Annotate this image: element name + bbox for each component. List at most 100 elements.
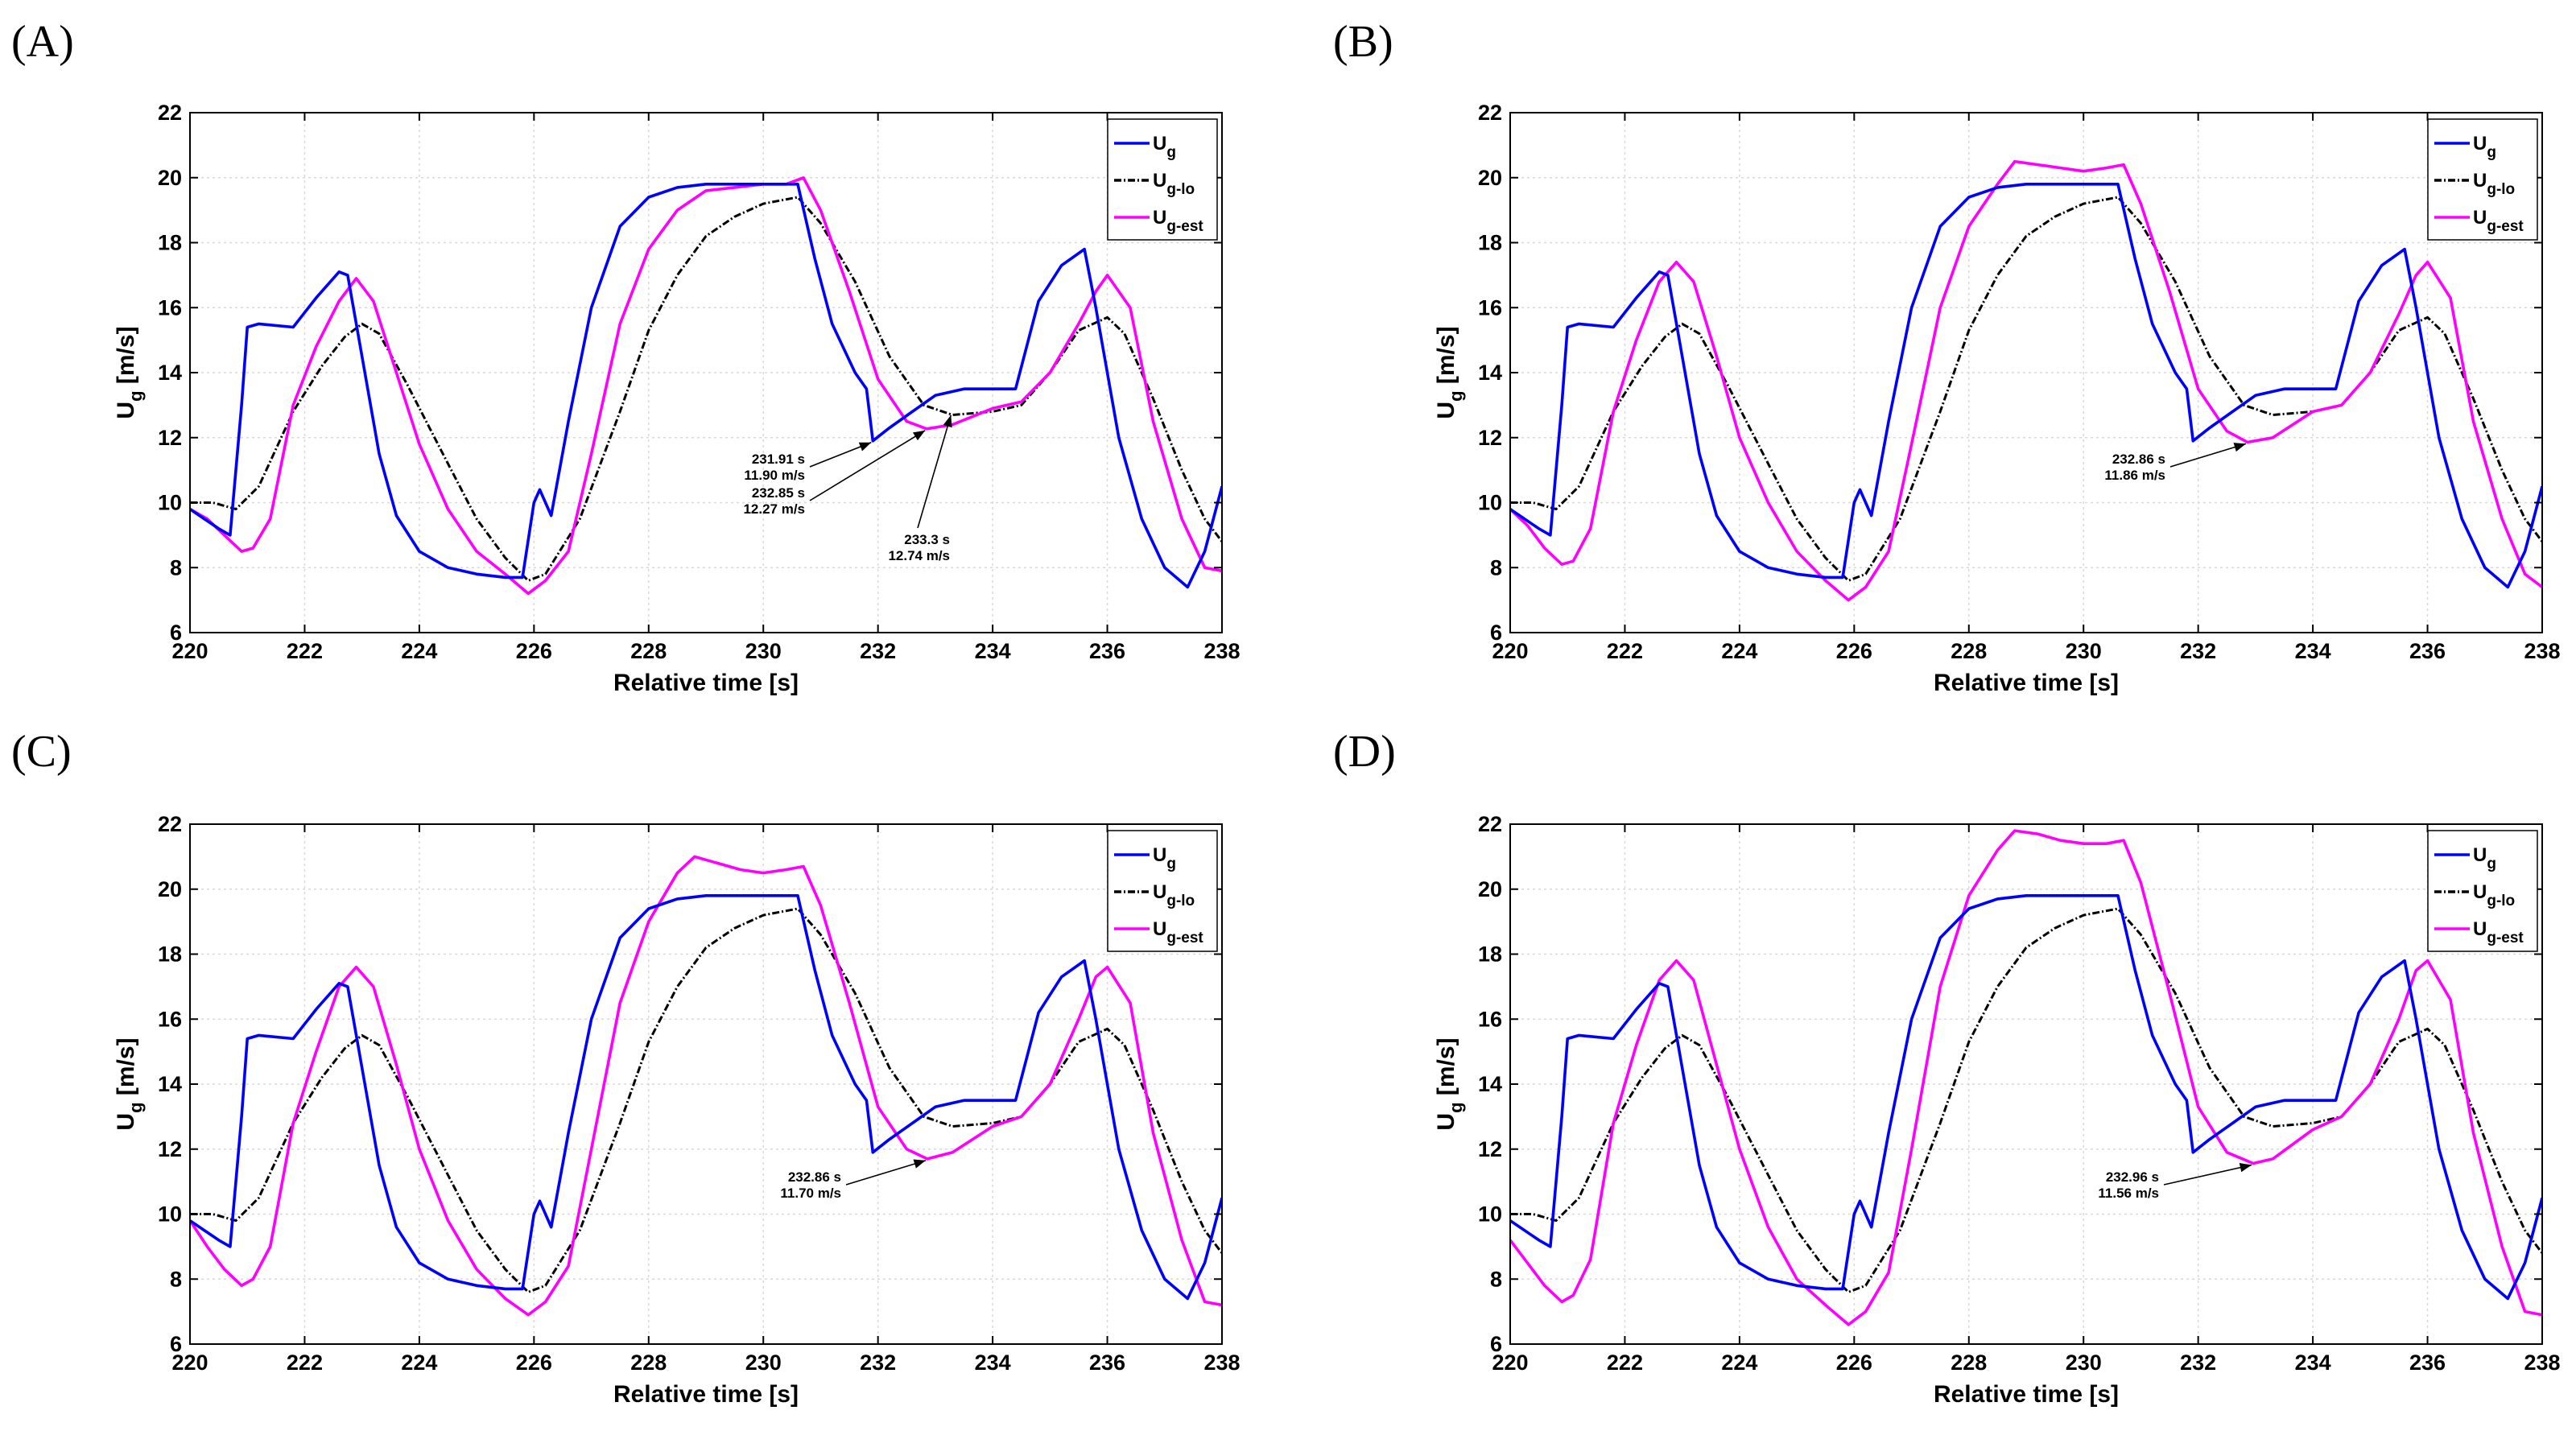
annotation-text: 232.85 s 12.27 m/s <box>743 485 805 517</box>
x-tick-label: 220 <box>1492 639 1528 663</box>
series-line-ug-lo <box>1510 196 2542 582</box>
x-tick-label: 226 <box>516 639 552 663</box>
x-tick-label: 232 <box>2180 639 2216 663</box>
x-tick-label: 238 <box>1203 1351 1240 1375</box>
x-tick-label: 222 <box>287 639 323 663</box>
x-tick-label: 234 <box>2295 1351 2331 1375</box>
y-tick-label: 12 <box>158 426 182 450</box>
annotation-arrow <box>809 442 872 468</box>
chart-panel-b: (B) 220 222 224 226 228 230 232 234 236 238 6 8 10 12 1… <box>1333 17 2561 696</box>
x-tick-label: 228 <box>1951 1351 1987 1375</box>
y-tick-label: 12 <box>158 1137 182 1161</box>
y-tick-label: 8 <box>1490 1267 1502 1291</box>
x-tick-label: 230 <box>2066 639 2102 663</box>
annotation-arrow <box>2169 443 2247 468</box>
legend-label-ug-lo: Ug-lo <box>2473 881 2515 909</box>
chart-panel-d: (D) 220 222 224 226 228 230 232 234 236 238 6 8 10 12 1… <box>1333 727 2561 1408</box>
x-tick-label: 222 <box>1607 639 1643 663</box>
series-line-ug-est <box>1510 159 2542 602</box>
y-tick-label: 6 <box>1490 621 1502 645</box>
x-tick-label: 238 <box>2524 639 2560 663</box>
legend-label-ug-est: Ug-est <box>1153 918 1203 946</box>
plot-frame <box>1509 823 2543 1345</box>
series-line-ug <box>1510 183 2542 589</box>
y-tick-label: 18 <box>158 231 182 255</box>
plot-frame <box>1509 112 2543 633</box>
legend: Ug Ug-lo Ug-est <box>2427 830 2538 952</box>
x-tick-label: 228 <box>630 639 667 663</box>
annotation: 232.86 s 11.70 m/s <box>780 1159 927 1201</box>
x-tick-label: 230 <box>745 1351 782 1375</box>
y-tick-label: 22 <box>1478 101 1502 125</box>
annotation-text: 232.96 s 11.56 m/s <box>2098 1169 2159 1201</box>
annotation: 232.86 s 11.86 m/s <box>2104 443 2247 483</box>
legend-label-ug-est: Ug-est <box>2473 918 2524 946</box>
x-tick-label: 236 <box>2409 1351 2446 1375</box>
series-line-ug-lo <box>1510 907 2542 1293</box>
legend-label-ug-est: Ug-est <box>1153 207 1203 235</box>
y-tick-label: 14 <box>1478 1072 1502 1096</box>
legend: Ug Ug-lo Ug-est <box>1107 118 1218 241</box>
legend-label-ug-lo: Ug-lo <box>1153 881 1195 909</box>
y-tick-label: 10 <box>158 491 182 515</box>
y-tick-label: 22 <box>158 101 182 125</box>
legend-box <box>1107 118 1218 241</box>
x-axis-label: Relative time [s] <box>613 670 799 696</box>
annotation-text: 232.86 s 11.70 m/s <box>780 1169 841 1201</box>
x-tick-label: 224 <box>1721 639 1757 663</box>
y-tick-label: 22 <box>1478 812 1502 836</box>
legend-box <box>2427 830 2538 952</box>
x-tick-label: 238 <box>1203 639 1240 663</box>
series-line-ug <box>1510 894 2542 1301</box>
y-tick-label: 22 <box>158 812 182 836</box>
legend-box <box>1107 830 1218 952</box>
annotation-arrow <box>809 430 926 501</box>
x-tick-label: 226 <box>516 1351 552 1375</box>
panel-label: (D) <box>1333 727 1396 777</box>
x-tick-label: 232 <box>860 639 896 663</box>
annotation: 231.91 s 11.90 m/s <box>744 442 872 483</box>
panel-label: (B) <box>1333 17 1393 67</box>
y-tick-label: 18 <box>1478 231 1502 255</box>
legend-label-ug-lo: Ug-lo <box>2473 170 2515 198</box>
y-tick-label: 16 <box>1478 1007 1502 1031</box>
y-tick-label: 14 <box>158 361 182 385</box>
x-tick-label: 224 <box>1721 1351 1757 1375</box>
annotation-arrow <box>917 414 952 529</box>
legend-label-ug: Ug <box>1153 844 1176 872</box>
y-tick-label: 20 <box>158 877 182 901</box>
y-tick-label: 20 <box>158 166 182 190</box>
x-tick-label: 224 <box>401 1351 437 1375</box>
plot-frame <box>189 823 1223 1345</box>
annotation: 232.96 s 11.56 m/s <box>2098 1163 2252 1201</box>
x-tick-label: 226 <box>1836 1351 1872 1375</box>
y-tick-label: 14 <box>1478 361 1502 385</box>
y-axis-label: Ug [m/s] <box>113 1037 146 1130</box>
series-line-ug-lo <box>190 196 1222 582</box>
x-tick-label: 234 <box>975 639 1011 663</box>
x-tick-label: 238 <box>2524 1351 2560 1375</box>
y-tick-label: 8 <box>170 555 182 579</box>
y-tick-label: 10 <box>158 1202 182 1227</box>
x-tick-label: 232 <box>2180 1351 2216 1375</box>
series-line-ug-est <box>190 855 1222 1317</box>
x-tick-label: 220 <box>171 639 208 663</box>
x-tick-label: 222 <box>1607 1351 1643 1375</box>
panel-label: (A) <box>11 17 74 67</box>
x-tick-label: 222 <box>287 1351 323 1375</box>
x-axis-label: Relative time [s] <box>613 1381 799 1408</box>
annotation-arrow <box>2163 1163 2252 1186</box>
y-tick-label: 12 <box>1478 426 1502 450</box>
legend-label-ug: Ug <box>2473 133 2496 161</box>
chart-panel-a: (A) 220 222 224 226 228 230 232 234 236 238 6 8 10 12 1… <box>11 17 1241 696</box>
y-tick-label: 16 <box>158 295 182 320</box>
legend: Ug Ug-lo Ug-est <box>1107 830 1218 952</box>
y-tick-label: 6 <box>170 621 182 645</box>
annotation: 232.85 s 12.27 m/s <box>743 430 926 517</box>
y-axis-label: Ug [m/s] <box>1433 1037 1466 1130</box>
x-tick-label: 236 <box>2409 639 2446 663</box>
chart-panel-c: (C) 220 222 224 226 228 230 232 234 236 238 6 8 10 12 1… <box>11 727 1241 1408</box>
series-line-ug <box>190 183 1222 589</box>
legend-label-ug-est: Ug-est <box>2473 207 2524 235</box>
